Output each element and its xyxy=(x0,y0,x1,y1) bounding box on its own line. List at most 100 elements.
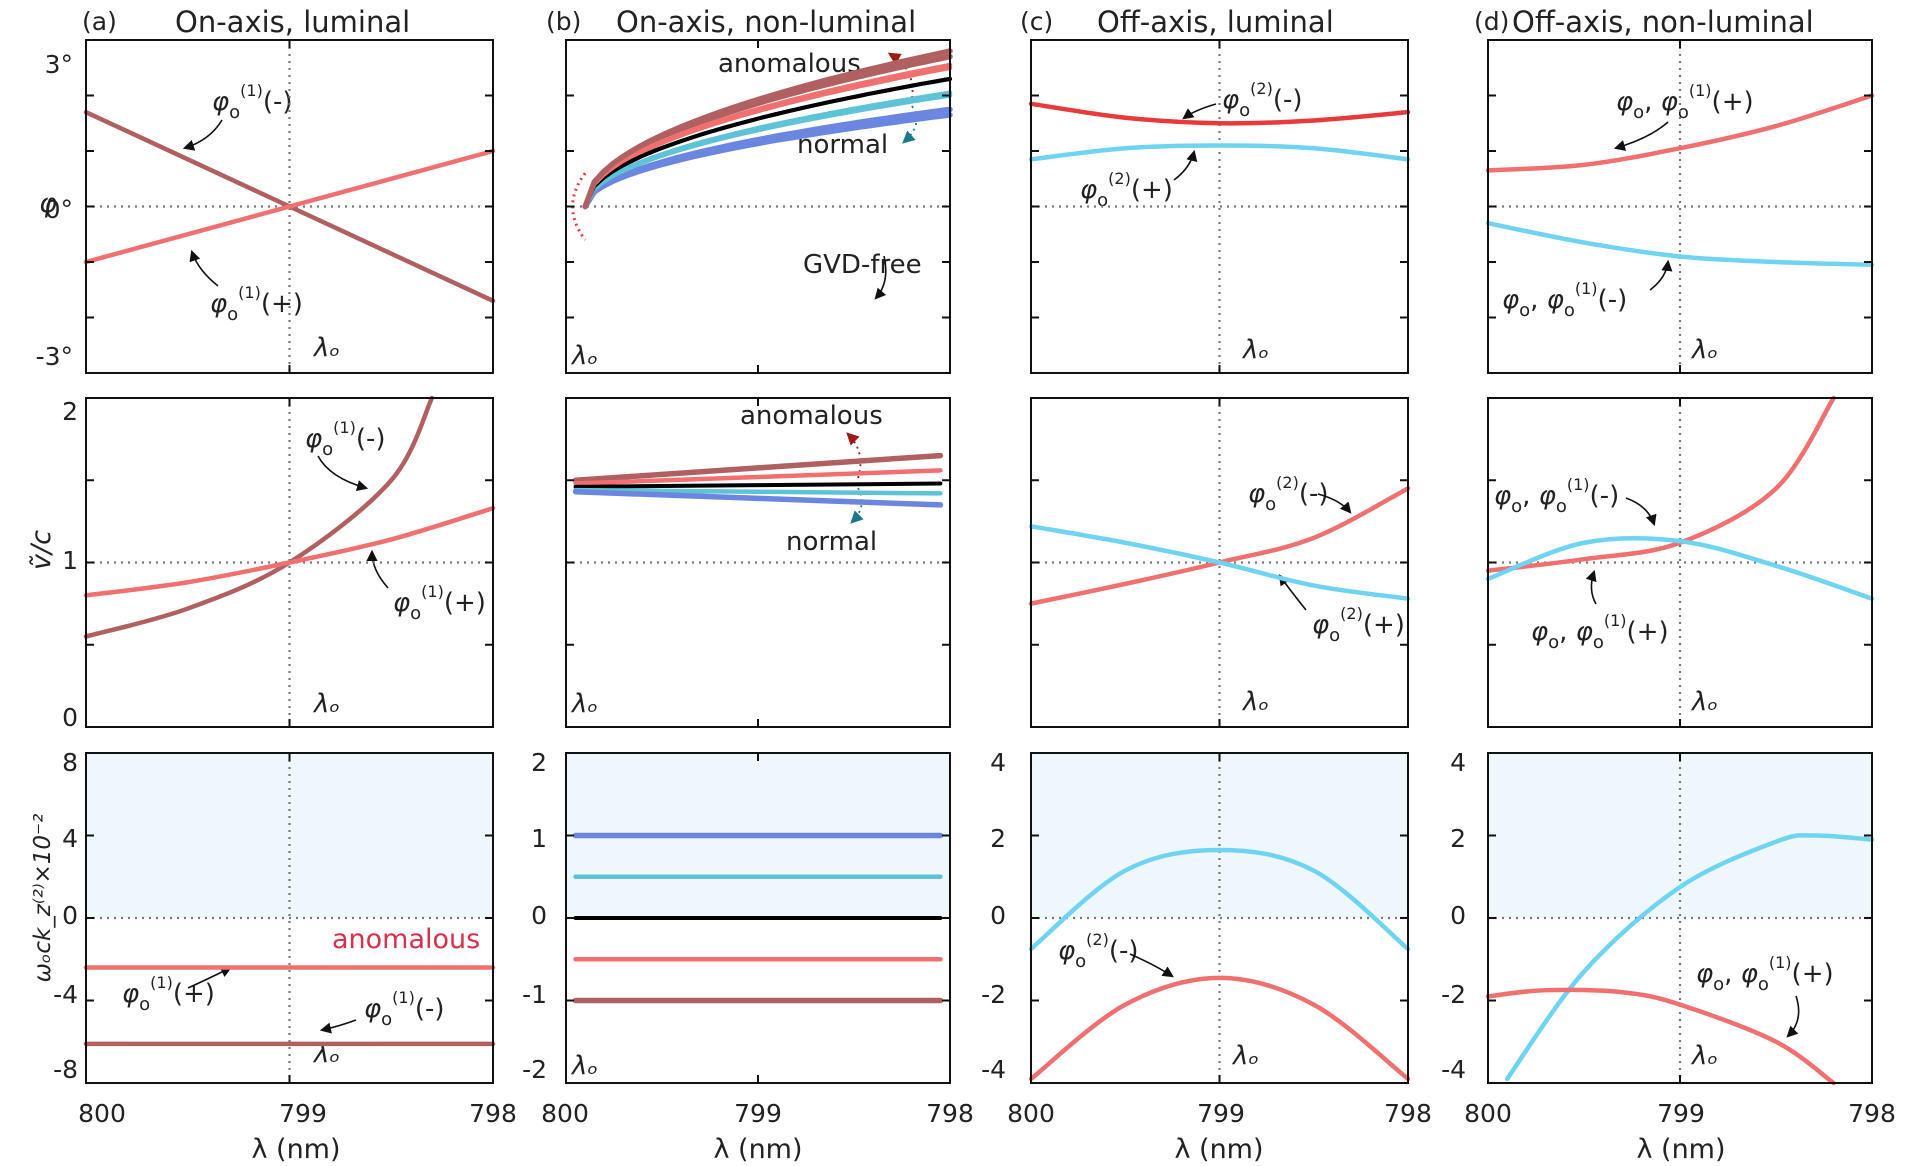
annotation-arrow xyxy=(366,549,389,589)
anomalous-direction-arrow xyxy=(846,432,862,479)
svg-text:φo, φo(1)(-): φo, φo(1)(-) xyxy=(1502,279,1627,321)
svg-text:φo(1)(+): φo(1)(+) xyxy=(210,283,303,325)
lambda0-label: λₒ xyxy=(1241,687,1269,717)
label-anomalous-b1: anomalous xyxy=(718,49,861,79)
x-tick-label: 800 xyxy=(1007,1099,1055,1128)
series-line xyxy=(583,76,952,209)
series-line xyxy=(1028,101,1411,126)
series-line xyxy=(1485,987,1836,1086)
ylabel-row3: ωₒck_z⁽²⁾×10⁻² xyxy=(30,814,56,983)
annotation-phi2-plus-c1: φo(2)(+) xyxy=(1080,169,1173,211)
xlabel-b: λ (nm) xyxy=(713,1134,802,1165)
y-tick-label: -2 xyxy=(1441,980,1466,1009)
column-title-b: On-axis, non-luminal xyxy=(616,5,916,39)
normal-region-shade xyxy=(86,753,493,918)
y-tick-label: 0 xyxy=(62,703,78,732)
svg-text:φo, φo(1)(+): φo, φo(1)(+) xyxy=(1616,81,1754,123)
y-tick-label: 4 xyxy=(990,748,1006,777)
annotation-phi-phi1-minus-d1: φo, φo(1)(-) xyxy=(1502,279,1627,321)
lambda0-label: λₒ xyxy=(1690,1041,1718,1071)
label-anomalous-b2: anomalous xyxy=(740,401,883,431)
series-line xyxy=(573,468,943,486)
x-tick-label: 800 xyxy=(541,1099,589,1128)
y-tick-label: -1 xyxy=(522,980,547,1009)
x-tick-label: 800 xyxy=(1464,1099,1512,1128)
y-tick-label: -8 xyxy=(53,1055,78,1084)
y-tick-label: -3° xyxy=(36,342,73,371)
x-tick-label: 799 xyxy=(734,1099,782,1128)
svg-text:φo(1)(+): φo(1)(+) xyxy=(393,582,486,624)
lambda0-label: λₒ xyxy=(570,1051,598,1081)
y-tick-label: -4 xyxy=(1441,1055,1466,1084)
lambda0-label: λₒ xyxy=(312,689,340,719)
annotation-phi-phi1-minus-d2: φo, φo(1)(-) xyxy=(1494,475,1619,517)
annotation-phi1-plus-a3: φo(1)(+) xyxy=(122,973,215,1015)
x-tick-label: 798 xyxy=(1848,1099,1896,1128)
annotation-arrow xyxy=(1585,569,1597,605)
annotation-phi2-minus-c2: φo(2)(-) xyxy=(1248,473,1329,515)
svg-text:φo, φo(1)(+): φo, φo(1)(+) xyxy=(1696,953,1834,995)
lambda0-label: λₒ xyxy=(570,689,598,719)
annotation-arrow xyxy=(1129,953,1174,978)
y-tick-label: 4 xyxy=(62,824,78,853)
annotation-arrow xyxy=(874,255,887,300)
label-gvd-free: GVD-free xyxy=(803,250,922,280)
series-line xyxy=(1485,220,1875,268)
y-tick-label: 2 xyxy=(990,824,1006,853)
series-line xyxy=(1485,535,1875,601)
y-tick-label: 3° xyxy=(45,50,73,79)
normal-direction-arrow xyxy=(902,105,918,144)
x-tick-label: 800 xyxy=(78,1099,126,1128)
annotation-phi-phi1-plus-d2: φo, φo(1)(+) xyxy=(1531,611,1669,653)
region-anomalous-label: anomalous xyxy=(332,924,480,955)
y-tick-label: 4 xyxy=(1450,748,1466,777)
ylabel-row1: φ xyxy=(39,188,57,219)
series-line xyxy=(582,93,953,209)
panel-letter-b: (b) xyxy=(546,7,581,36)
panel-letter-d: (d) xyxy=(1474,7,1509,36)
annotation-phi1-plus-a1: φo(1)(+) xyxy=(210,283,303,325)
series-line xyxy=(83,505,496,598)
lambda0-label: λₒ xyxy=(1690,335,1718,365)
series-line xyxy=(582,62,953,209)
annotation-phi2-minus-c1: φo(2)(-) xyxy=(1222,79,1303,121)
ylabel-row2: ṽ/c xyxy=(26,530,57,570)
lambda0-label: λₒ xyxy=(312,333,340,363)
annotation-arrow xyxy=(317,455,369,491)
annotation-phi1-minus-a1: φo(1)(-) xyxy=(212,81,293,123)
y-tick-label: 2 xyxy=(62,397,78,426)
annotation-arrow xyxy=(319,1019,357,1034)
svg-text:φo(2)(+): φo(2)(+) xyxy=(1080,169,1173,211)
x-tick-label: 799 xyxy=(1657,1099,1705,1128)
series-line xyxy=(83,148,496,265)
annotation-phi1-minus-a3: φo(1)(-) xyxy=(364,988,445,1030)
y-tick-label: 0 xyxy=(1450,901,1466,930)
y-tick-label: 2 xyxy=(531,748,547,777)
series-line xyxy=(582,112,953,210)
svg-text:φo(2)(-): φo(2)(-) xyxy=(1248,473,1329,515)
xlabel-c: λ (nm) xyxy=(1174,1134,1263,1165)
x-tick-label: 798 xyxy=(926,1099,974,1128)
annotation-arrow xyxy=(189,249,219,287)
svg-text:φo(1)(+): φo(1)(+) xyxy=(122,973,215,1015)
svg-text:φo(2)(-): φo(2)(-) xyxy=(1222,79,1303,121)
annotation-arrow xyxy=(1317,493,1352,514)
y-tick-label: -4 xyxy=(981,1055,1006,1084)
series-line xyxy=(572,452,944,483)
y-tick-label: 0 xyxy=(990,901,1006,930)
y-tick-label: 1 xyxy=(62,546,78,575)
y-tick-label: 0° xyxy=(45,195,73,224)
lambda0-label: λₒ xyxy=(1241,335,1269,365)
series-line xyxy=(572,489,944,508)
column-title-c: Off-axis, luminal xyxy=(1097,5,1334,39)
svg-text:φo, φo(1)(+): φo, φo(1)(+) xyxy=(1531,611,1669,653)
svg-text:φo(2)(-): φo(2)(-) xyxy=(1058,930,1139,972)
annotation-arrow xyxy=(1173,149,1198,181)
annotation-arrow xyxy=(1786,995,1800,1038)
lambda0-label: λₒ xyxy=(1690,687,1718,717)
annotation-arrow xyxy=(1182,103,1217,120)
annotation-arrow xyxy=(1625,497,1657,527)
x-tick-label: 798 xyxy=(1384,1099,1432,1128)
y-tick-label: 2 xyxy=(1450,824,1466,853)
column-title-d: Off-axis, non-luminal xyxy=(1512,5,1814,39)
